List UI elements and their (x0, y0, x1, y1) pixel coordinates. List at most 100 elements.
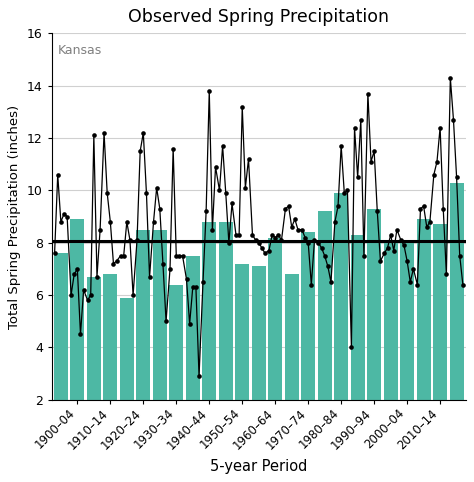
Point (430, 171, 438, 178)
Bar (383, 240, 398, 400)
Point (117, 252, 124, 260)
Point (310, 236, 318, 244)
Point (321, 252, 328, 260)
Point (137, 147, 144, 155)
Point (318, 244, 325, 252)
Point (103, 189, 111, 197)
Point (351, 124, 358, 132)
Point (195, 372, 203, 380)
Point (439, 205, 447, 213)
Bar (301, 232, 315, 400)
Point (327, 278, 335, 286)
Bar (450, 183, 464, 400)
Bar (252, 266, 266, 400)
Point (344, 187, 351, 194)
Bar (219, 222, 233, 400)
Point (179, 252, 186, 260)
Point (100, 129, 108, 137)
Bar (367, 209, 381, 400)
Point (274, 231, 282, 239)
Point (360, 252, 368, 260)
Point (420, 202, 428, 210)
Bar (54, 253, 68, 400)
Bar (137, 229, 150, 400)
Point (57, 218, 64, 226)
Point (150, 218, 157, 226)
Point (153, 184, 161, 192)
Point (374, 207, 381, 215)
Point (169, 145, 177, 152)
Point (456, 252, 464, 260)
Point (278, 236, 285, 244)
Point (370, 147, 378, 155)
Point (159, 260, 167, 268)
Point (423, 223, 430, 231)
Point (255, 239, 263, 247)
Point (166, 265, 174, 273)
Point (173, 252, 180, 260)
Point (282, 205, 289, 213)
Bar (334, 193, 348, 400)
Bar (318, 211, 332, 400)
Point (238, 103, 246, 110)
Bar (417, 219, 430, 400)
Point (156, 205, 164, 213)
Point (381, 249, 388, 257)
Point (54, 171, 62, 178)
Point (265, 247, 273, 254)
Bar (433, 225, 447, 400)
Point (324, 262, 332, 270)
Bar (153, 229, 167, 400)
Point (107, 218, 114, 226)
Point (96, 226, 104, 233)
Bar (351, 235, 365, 400)
Point (397, 236, 405, 244)
X-axis label: 5-year Period: 5-year Period (210, 459, 308, 474)
Point (212, 163, 219, 171)
Point (242, 184, 249, 192)
Point (162, 317, 170, 325)
Point (186, 320, 193, 328)
Point (298, 226, 306, 233)
Point (331, 218, 339, 226)
Point (272, 234, 279, 241)
Point (417, 205, 424, 213)
Point (245, 155, 252, 163)
Point (209, 226, 216, 233)
Point (235, 231, 243, 239)
Point (453, 174, 460, 181)
Bar (285, 274, 299, 400)
Point (285, 202, 292, 210)
Point (447, 74, 454, 82)
Point (387, 231, 394, 239)
Point (232, 231, 240, 239)
Point (301, 234, 309, 241)
Point (357, 116, 365, 123)
Bar (202, 222, 216, 400)
Point (459, 281, 467, 288)
Y-axis label: Total Spring Precipitation (inches): Total Spring Precipitation (inches) (9, 105, 21, 329)
Point (450, 116, 457, 123)
Point (261, 249, 269, 257)
Point (139, 129, 147, 137)
Point (393, 226, 401, 233)
Point (143, 189, 150, 197)
Bar (70, 219, 84, 400)
Point (51, 249, 58, 257)
Title: Observed Spring Precipitation: Observed Spring Precipitation (128, 8, 389, 27)
Point (225, 239, 233, 247)
Point (123, 218, 131, 226)
Point (219, 142, 227, 150)
Bar (186, 256, 200, 400)
Point (403, 257, 411, 265)
Bar (103, 274, 118, 400)
Point (222, 189, 229, 197)
Point (90, 132, 98, 139)
Point (377, 257, 384, 265)
Point (199, 278, 207, 286)
Point (364, 90, 372, 97)
Point (337, 142, 345, 150)
Point (93, 273, 101, 281)
Bar (400, 240, 414, 400)
Bar (120, 298, 134, 400)
